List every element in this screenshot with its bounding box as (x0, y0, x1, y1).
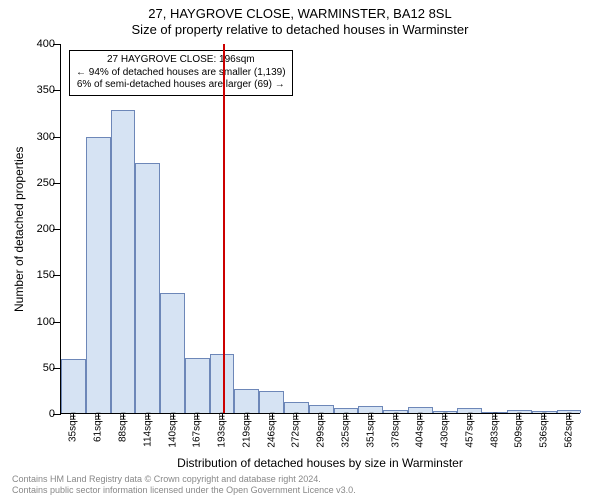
x-tick-label: 167sqm (192, 412, 203, 448)
histogram-plot: 27 HAYGROVE CLOSE: 196sqm← 94% of detach… (60, 44, 580, 414)
x-tick-label: 219sqm (241, 412, 252, 448)
y-tick-label: 300 (21, 131, 55, 143)
histogram-bar (86, 137, 111, 413)
histogram-bar (111, 110, 136, 413)
x-tick-label: 378sqm (390, 412, 401, 448)
x-tick-label: 457sqm (464, 412, 475, 448)
x-axis-label: Distribution of detached houses by size … (60, 456, 580, 470)
histogram-bar (210, 354, 235, 413)
y-tick-label: 50 (21, 362, 55, 374)
histogram-bar (234, 389, 259, 413)
x-tick-label: 325sqm (340, 412, 351, 448)
x-tick-label: 35sqm (68, 412, 79, 442)
x-tick-label: 562sqm (563, 412, 574, 448)
histogram-bar (259, 391, 284, 413)
x-tick-label: 351sqm (365, 412, 376, 448)
histogram-bar (135, 163, 160, 413)
page-title: Size of property relative to detached ho… (0, 22, 600, 37)
histogram-bar (185, 358, 210, 414)
y-tick-label: 400 (21, 38, 55, 50)
copyright-notice: Contains HM Land Registry data © Crown c… (12, 474, 356, 496)
x-tick-label: 509sqm (514, 412, 525, 448)
x-tick-label: 299sqm (316, 412, 327, 448)
x-tick-label: 536sqm (539, 412, 550, 448)
x-tick-label: 430sqm (440, 412, 451, 448)
annotation-box: 27 HAYGROVE CLOSE: 196sqm← 94% of detach… (69, 50, 293, 96)
x-tick-label: 61sqm (93, 412, 104, 442)
page-supertitle: 27, HAYGROVE CLOSE, WARMINSTER, BA12 8SL (0, 6, 600, 21)
x-tick-label: 140sqm (167, 412, 178, 448)
annotation-line: 6% of semi-detached houses are larger (6… (76, 79, 286, 92)
x-tick-label: 404sqm (415, 412, 426, 448)
x-tick-label: 114sqm (142, 412, 153, 447)
x-tick-label: 272sqm (291, 412, 302, 448)
x-tick-label: 246sqm (266, 412, 277, 448)
x-tick-label: 193sqm (217, 412, 228, 448)
annotation-line: ← 94% of detached houses are smaller (1,… (76, 67, 286, 80)
x-tick-label: 483sqm (489, 412, 500, 448)
x-tick-label: 88sqm (117, 412, 128, 442)
y-tick-label: 200 (21, 223, 55, 235)
histogram-bar (61, 359, 86, 413)
y-tick-label: 0 (21, 408, 55, 420)
copyright-line2: Contains public sector information licen… (12, 485, 356, 496)
histogram-bar (160, 293, 185, 413)
copyright-line1: Contains HM Land Registry data © Crown c… (12, 474, 356, 485)
annotation-line: 27 HAYGROVE CLOSE: 196sqm (76, 54, 286, 67)
y-tick-label: 250 (21, 177, 55, 189)
y-tick-label: 350 (21, 84, 55, 96)
y-tick-label: 150 (21, 269, 55, 281)
property-marker-line (223, 44, 225, 413)
y-tick-label: 100 (21, 316, 55, 328)
